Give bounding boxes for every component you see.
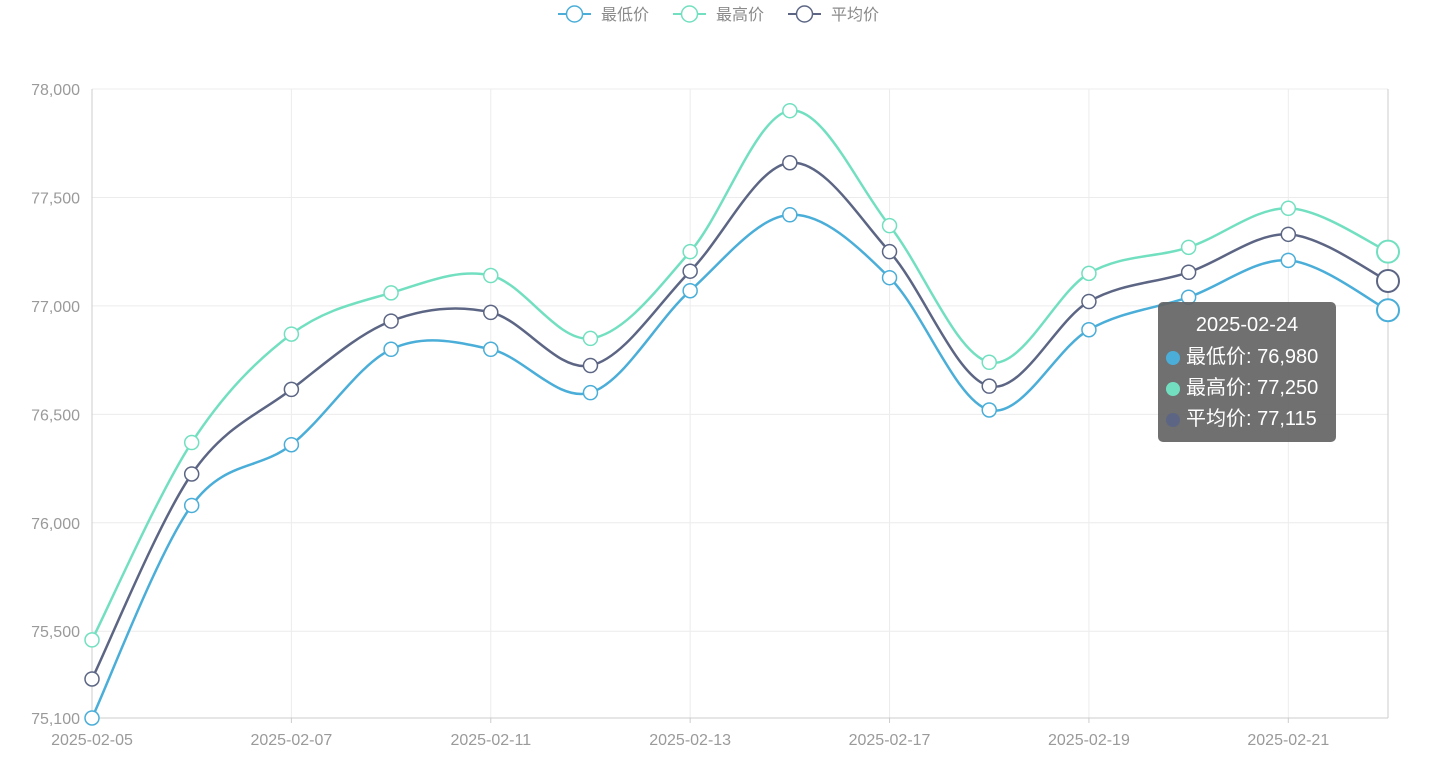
data-point-max[interactable] — [1376, 239, 1400, 264]
x-tick-label: 2025-02-17 — [849, 732, 931, 749]
tooltip-dot-min — [1166, 350, 1180, 365]
data-point-max[interactable] — [383, 285, 399, 301]
tooltip-label-max: 最高价: 77,250 — [1186, 377, 1319, 399]
data-point-max[interactable] — [1081, 265, 1097, 282]
legend-marker — [795, 5, 814, 23]
tooltip-dot-avg — [1166, 412, 1180, 427]
y-tick-label: 75,100 — [31, 711, 80, 728]
data-point-avg[interactable] — [582, 357, 599, 374]
data-point-min[interactable] — [183, 497, 200, 514]
tooltip: 2025-02-24 最低价: 76,980 最高价: 77,250 平均价: … — [1158, 302, 1336, 442]
axes — [91, 89, 1389, 719]
legend-item-max[interactable]: 最高价 — [673, 5, 764, 24]
data-point-min[interactable] — [682, 282, 698, 299]
data-point-min[interactable] — [1376, 298, 1400, 323]
x-tick-label: 2025-02-07 — [250, 732, 332, 749]
data-point-max[interactable] — [981, 354, 997, 371]
legend-label: 最高价 — [716, 6, 764, 24]
tooltip-row-min: 最低价: 76,980 — [1166, 342, 1328, 373]
tooltip-label-min: 最低价: 76,980 — [1186, 346, 1319, 368]
data-point-avg[interactable] — [1376, 268, 1400, 293]
legend-label: 最低价 — [601, 6, 649, 24]
data-point-avg[interactable] — [1180, 264, 1197, 281]
legend-item-avg[interactable]: 平均价 — [788, 5, 879, 24]
data-point-min[interactable] — [383, 341, 399, 358]
data-point-max[interactable] — [84, 632, 100, 648]
x-axis-ticks: 2025-02-05 2025-02-07 2025-02-11 2025-02-13… — [51, 718, 1329, 749]
y-axis-ticks: 75,100 75,500 76,000 76,500 77,000 77,500 78,0… — [31, 82, 80, 728]
y-tick-label: 77,000 — [31, 299, 80, 316]
data-point-avg[interactable] — [682, 263, 698, 279]
data-point-avg[interactable] — [1081, 293, 1097, 310]
legend-item-min[interactable]: 最低价 — [558, 5, 649, 24]
x-tick-label: 2025-02-13 — [649, 732, 731, 749]
data-point-min[interactable] — [782, 207, 798, 223]
data-point-min[interactable] — [84, 710, 100, 726]
x-tick-label: 2025-02-19 — [1048, 732, 1130, 749]
data-point-avg[interactable] — [981, 378, 997, 394]
data-point-min[interactable] — [283, 436, 300, 453]
data-point-avg[interactable] — [483, 304, 499, 321]
y-tick-label: 77,500 — [31, 190, 80, 207]
y-tick-label: 78,000 — [31, 82, 80, 99]
x-tick-label: 2025-02-05 — [51, 732, 133, 749]
data-point-min[interactable] — [1280, 252, 1297, 269]
data-point-avg[interactable] — [383, 313, 399, 329]
data-point-max[interactable] — [682, 243, 698, 260]
legend-label: 平均价 — [831, 6, 879, 24]
data-point-min[interactable] — [483, 341, 499, 358]
y-tick-label: 75,500 — [31, 624, 80, 641]
data-point-max[interactable] — [782, 102, 798, 119]
series-line-min — [90, 213, 1389, 719]
data-point-avg[interactable] — [84, 671, 100, 687]
data-point-min[interactable] — [881, 269, 898, 286]
data-point-min[interactable] — [582, 384, 599, 401]
data-point-max[interactable] — [1280, 200, 1297, 217]
data-point-max[interactable] — [881, 217, 898, 234]
data-point-min[interactable] — [981, 402, 997, 418]
data-point-max[interactable] — [283, 326, 300, 342]
legend[interactable]: 最低价 最高价 平均价 — [558, 5, 879, 24]
tooltip-dot-max — [1166, 381, 1180, 396]
tooltip-row-max: 最高价: 77,250 — [1166, 373, 1328, 404]
series-points — [84, 102, 1400, 726]
legend-marker — [680, 5, 699, 23]
data-point-avg[interactable] — [881, 243, 898, 260]
tooltip-label-avg: 平均价: 77,115 — [1186, 408, 1317, 430]
tooltip-title: 2025-02-24 — [1195, 314, 1299, 336]
x-tick-label: 2025-02-11 — [450, 732, 531, 749]
data-point-max[interactable] — [582, 330, 599, 347]
data-point-max[interactable] — [1180, 239, 1197, 256]
legend-marker — [565, 5, 584, 23]
data-point-max[interactable] — [183, 434, 200, 451]
y-tick-label: 76,500 — [31, 407, 80, 424]
tooltip-row-avg: 平均价: 77,115 — [1166, 404, 1328, 435]
data-point-avg[interactable] — [183, 466, 200, 482]
data-point-min[interactable] — [1081, 322, 1097, 338]
data-point-avg[interactable] — [283, 381, 300, 398]
data-point-avg[interactable] — [782, 154, 798, 171]
y-tick-label: 76,000 — [31, 516, 80, 533]
x-tick-label: 2025-02-21 — [1247, 732, 1329, 749]
data-point-max[interactable] — [483, 267, 499, 284]
data-point-avg[interactable] — [1280, 226, 1297, 243]
